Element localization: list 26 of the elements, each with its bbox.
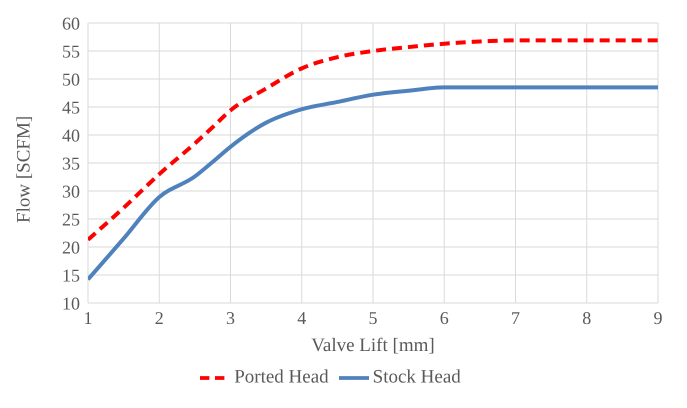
legend-label: Ported Head: [234, 366, 329, 388]
y-tick-label: 60: [62, 13, 80, 34]
legend-label: Stock Head: [372, 366, 461, 388]
x-tick-label: 8: [582, 308, 592, 328]
y-tick-label: 30: [62, 181, 80, 202]
x-axis-title: Valve Lift [mm]: [311, 335, 435, 356]
x-tick-label: 7: [511, 308, 520, 328]
y-tick-label: 45: [62, 97, 80, 118]
y-tick-label: 10: [62, 293, 80, 314]
y-tick-label: 50: [62, 69, 80, 90]
y-tick-label: 20: [62, 237, 80, 258]
x-tick-label: 4: [297, 308, 306, 328]
line-series: [88, 85, 658, 282]
x-tick-label: 3: [226, 308, 235, 328]
line-series: [88, 38, 658, 242]
x-tick-label: 9: [654, 308, 662, 328]
x-tick-label: 5: [368, 308, 378, 328]
y-axis-title: Flow [SCFM]: [14, 116, 35, 223]
x-tick-label: 6: [440, 308, 449, 328]
y-tick-label: 40: [62, 125, 80, 146]
y-tick-label: 15: [62, 265, 80, 286]
x-tick-label: 1: [84, 308, 92, 328]
y-tick-label: 25: [62, 209, 80, 230]
y-tick-label: 35: [62, 153, 80, 174]
x-tick-label: 2: [154, 308, 164, 328]
y-tick-label: 55: [62, 41, 80, 62]
